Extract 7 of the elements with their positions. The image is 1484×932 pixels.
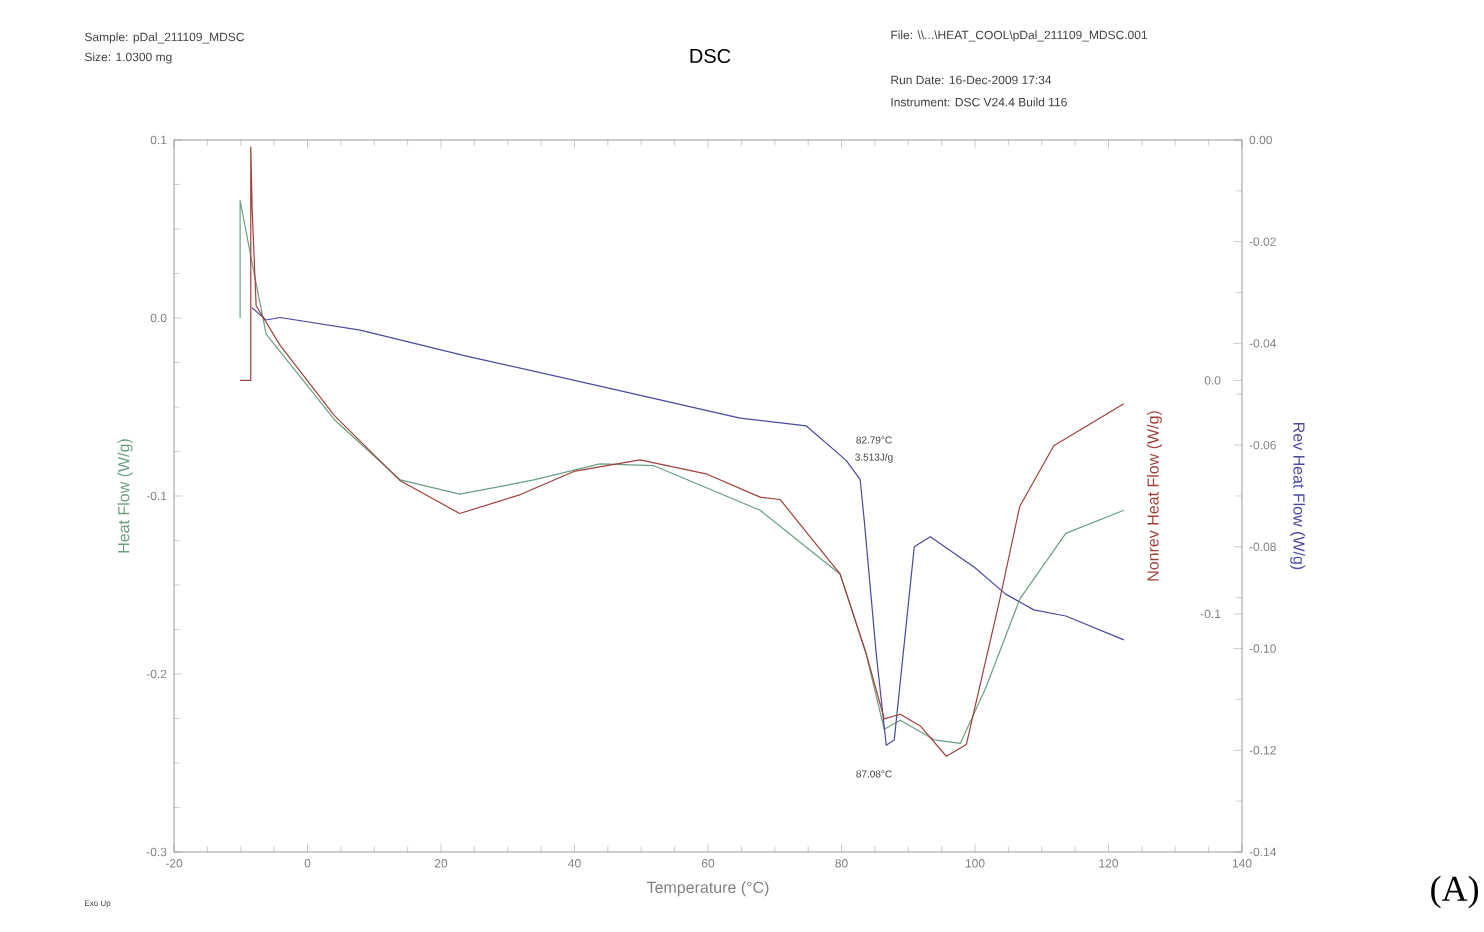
y-axis-title: Heat Flow (W/g): [117, 439, 133, 553]
y2-axis-title: Rev Heat Flow (W/g): [1290, 423, 1306, 570]
x-axis-title: Temperature (°C): [646, 881, 769, 897]
line-series: [251, 307, 1125, 746]
chart-title: DSC: [690, 48, 731, 64]
text: (A): [1431, 875, 1479, 909]
y3-axis-title: Nonrev Heat Flow (W/g): [1146, 411, 1162, 581]
